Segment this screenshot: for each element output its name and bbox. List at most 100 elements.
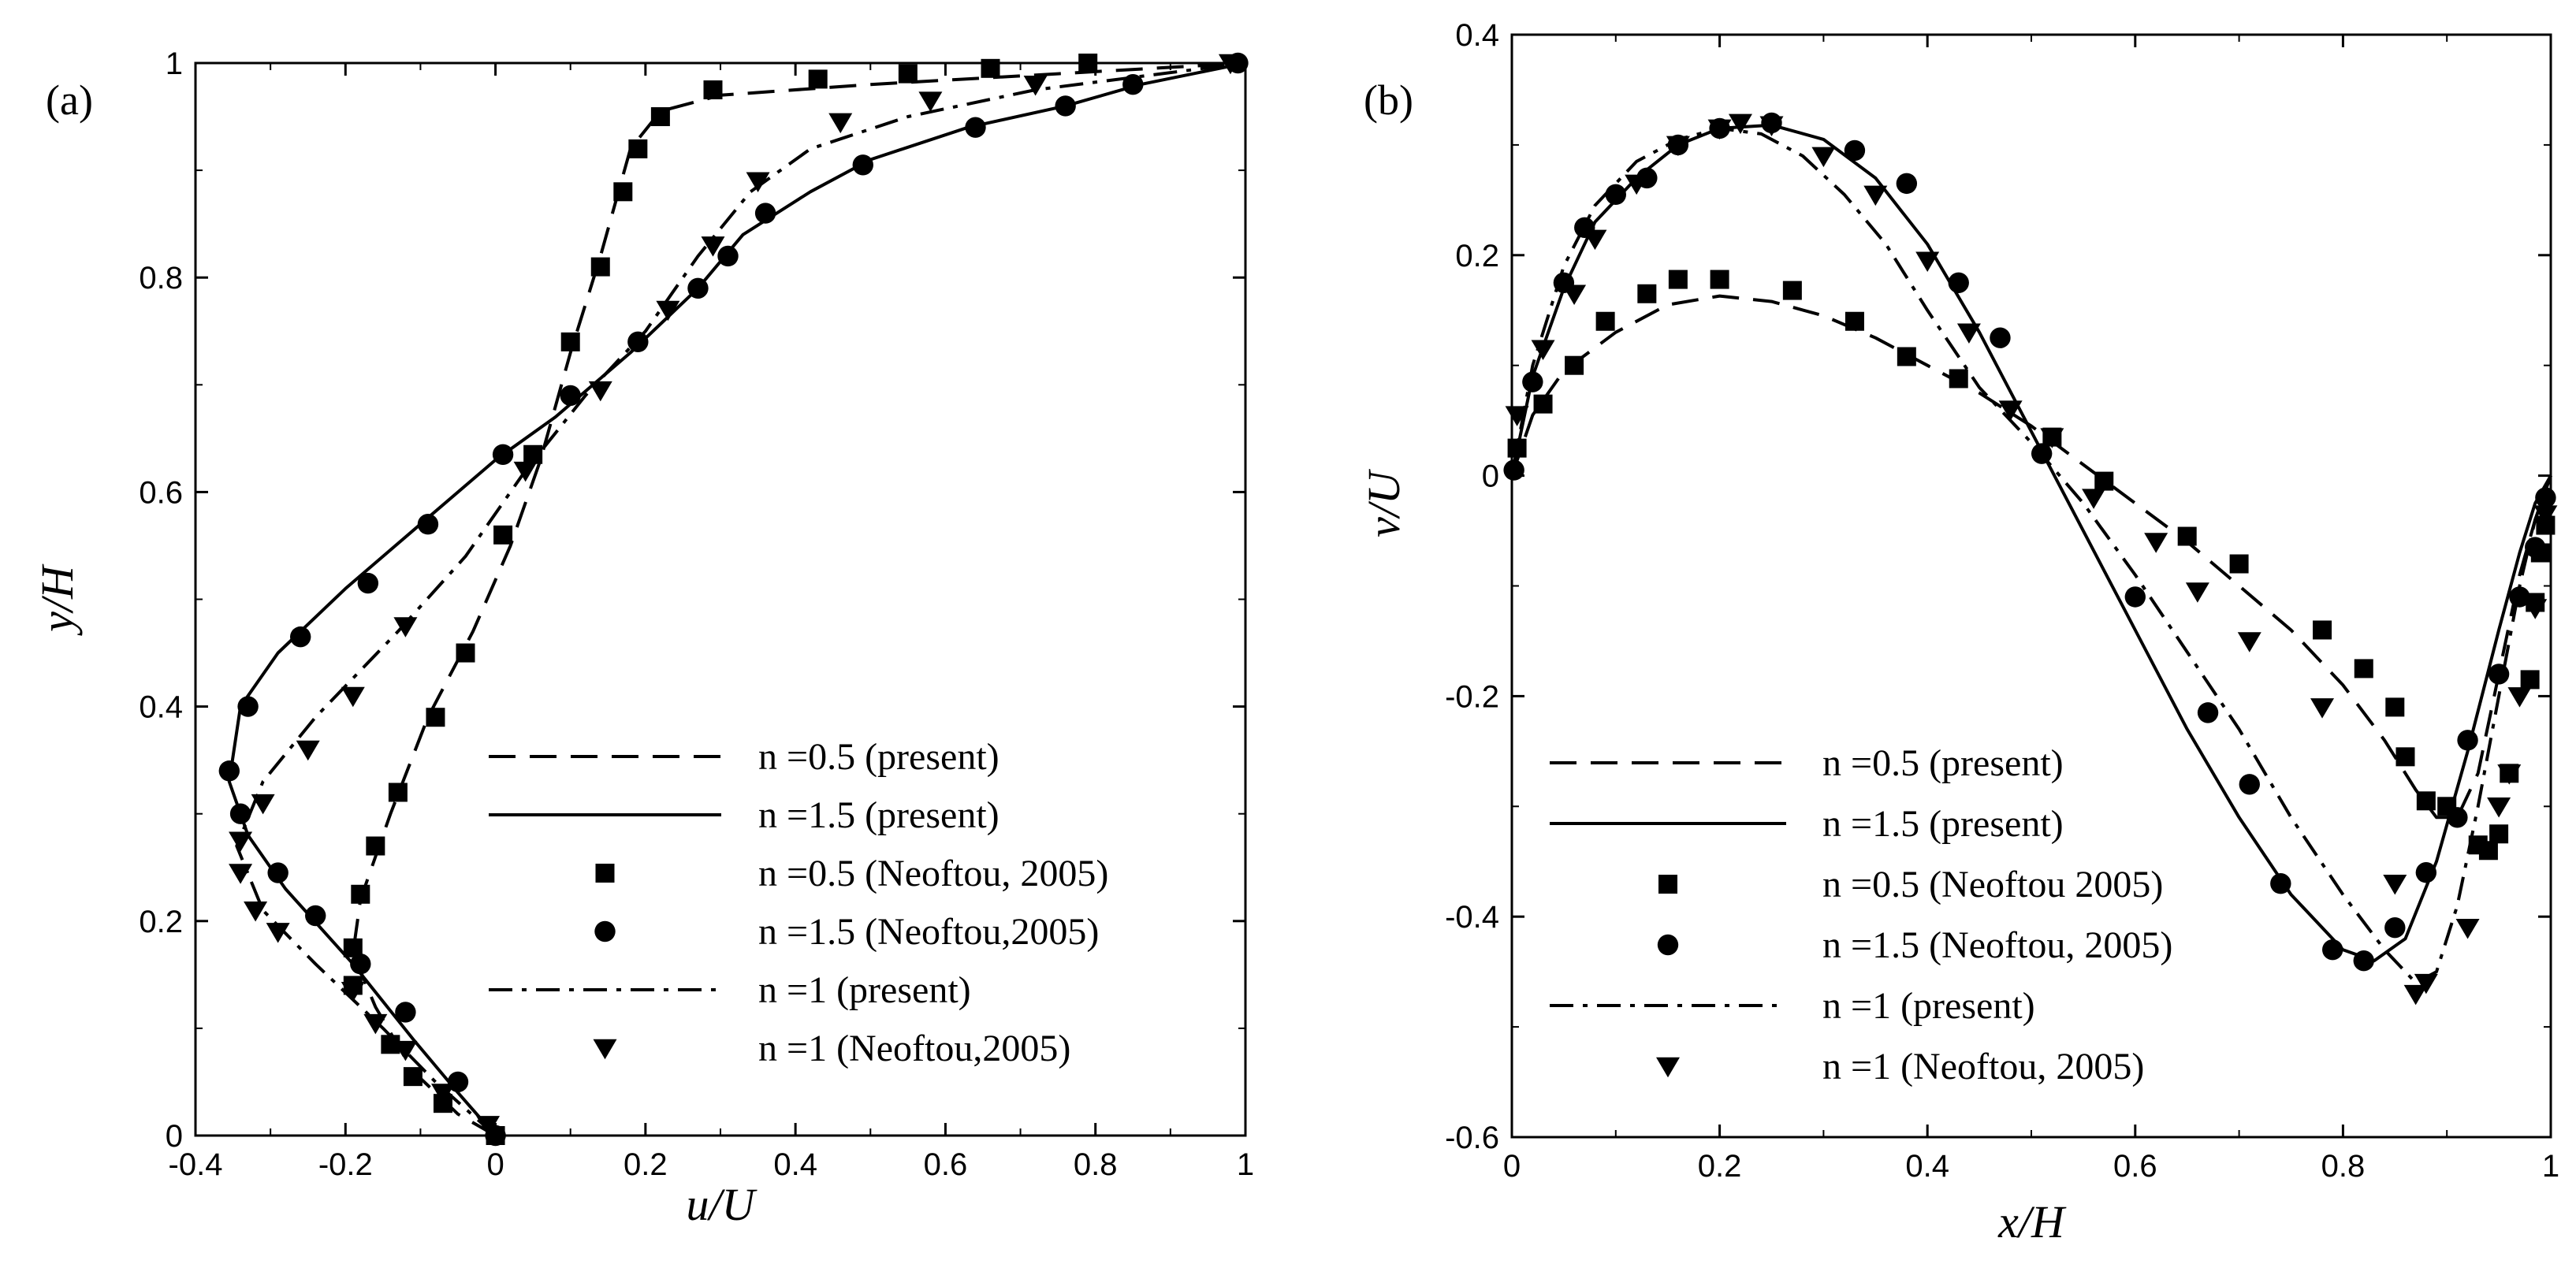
data-point-triangle-down xyxy=(1728,113,1752,135)
data-point-triangle-down xyxy=(1863,185,1888,206)
data-point-triangle-down xyxy=(1562,284,1587,306)
data-point-triangle-down xyxy=(2497,764,2522,785)
data-point-triangle-down xyxy=(393,1040,418,1061)
series-markers-triangle-down xyxy=(229,54,1242,1136)
data-point-triangle-down xyxy=(1505,406,1529,426)
data-point-circle xyxy=(305,905,326,927)
legend-marker-circle xyxy=(1657,934,1679,956)
data-point-triangle-down xyxy=(1218,54,1242,75)
data-point-triangle-down xyxy=(2185,582,2209,603)
data-point-square xyxy=(560,332,580,351)
data-point-square xyxy=(628,139,648,158)
x-tick-label: 0 xyxy=(486,1147,504,1182)
series-line-solid xyxy=(1510,123,2552,963)
data-point-circle xyxy=(2447,807,2468,828)
legend-marker-triangle-down xyxy=(593,1039,617,1060)
y-tick-label: 0.8 xyxy=(139,261,183,296)
data-point-square xyxy=(2416,791,2436,811)
legend-label: n =1 (Neoftou, 2005) xyxy=(1822,1046,2144,1087)
data-point-triangle-down xyxy=(2237,632,2261,652)
data-point-triangle-down xyxy=(828,113,853,134)
data-point-triangle-down xyxy=(229,831,253,852)
data-point-triangle-down xyxy=(1666,136,1690,157)
data-point-circle xyxy=(2239,774,2260,795)
legend-label: n =1 (Neoftou,2005) xyxy=(758,1028,1070,1069)
data-point-circle xyxy=(2270,873,2291,894)
legend-label: n =0.5 (present) xyxy=(758,736,1000,778)
data-point-square xyxy=(1533,394,1553,414)
data-point-square xyxy=(523,444,543,464)
legend-label: n =1.5 (Neoftou, 2005) xyxy=(1822,924,2172,966)
data-point-triangle-down xyxy=(1915,251,1940,273)
data-point-circle xyxy=(2384,916,2406,939)
data-point-square xyxy=(2177,526,2197,546)
y-tick-label: 0.2 xyxy=(139,905,183,939)
data-point-circle xyxy=(2525,537,2546,558)
data-point-circle xyxy=(1522,371,1543,392)
data-point-circle xyxy=(754,203,776,224)
data-point-circle xyxy=(1896,173,1918,195)
data-point-triangle-down xyxy=(2523,599,2548,619)
data-point-triangle-down xyxy=(1707,119,1732,140)
data-point-square xyxy=(1595,311,1615,331)
y-tick-label: 0 xyxy=(166,1119,183,1154)
x-tick-label: 0.4 xyxy=(773,1147,817,1182)
y-tick-label: 0.4 xyxy=(139,690,183,725)
data-point-circle xyxy=(267,862,288,883)
data-point-square xyxy=(590,257,610,277)
data-point-triangle-down xyxy=(2455,918,2480,939)
data-point-circle xyxy=(1055,95,1076,117)
data-point-triangle-down xyxy=(1023,75,1048,96)
x-tick-label: 0.8 xyxy=(2321,1149,2366,1184)
data-point-square xyxy=(366,836,385,856)
data-point-circle xyxy=(2535,487,2556,508)
data-point-triangle-down xyxy=(1811,147,1836,168)
y-tick-label: -0.2 xyxy=(1445,679,1499,714)
legend-label: n =1.5 (present) xyxy=(1822,803,2064,845)
data-point-square xyxy=(1565,355,1584,375)
data-point-triangle-down xyxy=(341,982,365,1002)
data-point-triangle-down xyxy=(1531,340,1555,360)
data-point-triangle-down xyxy=(1998,400,2023,421)
data-point-square xyxy=(613,182,633,202)
x-axis-title: x/H xyxy=(1997,1196,2067,1247)
data-point-triangle-down xyxy=(918,91,943,112)
legend-label: n =0.5 (Neoftou 2005) xyxy=(1822,864,2163,905)
data-point-triangle-down xyxy=(746,172,770,192)
data-point-circle xyxy=(2197,702,2219,723)
y-axis-title: v/U xyxy=(1358,468,1409,537)
data-point-circle xyxy=(560,385,581,407)
data-point-circle xyxy=(1122,74,1144,95)
legend-label: n =0.5 (Neoftou, 2005) xyxy=(758,853,1108,894)
data-point-triangle-down xyxy=(430,1084,455,1104)
data-point-circle xyxy=(417,514,439,535)
data-point-triangle-down xyxy=(656,300,680,322)
data-point-circle xyxy=(357,572,379,594)
series-line-dashed xyxy=(1510,294,2552,820)
data-point-square xyxy=(2094,471,2114,491)
data-point-triangle-down xyxy=(588,381,612,402)
data-point-triangle-down xyxy=(1625,174,1649,195)
y-tick-label: 0.6 xyxy=(139,475,183,510)
data-point-triangle-down xyxy=(2383,874,2407,895)
data-point-square xyxy=(1507,438,1527,458)
data-point-circle xyxy=(687,277,709,299)
data-point-square xyxy=(2385,697,2405,717)
legend-marker-square xyxy=(1658,875,1677,894)
data-point-square xyxy=(2478,841,2498,861)
y-axis-title: y/H xyxy=(32,563,83,636)
data-point-square xyxy=(1668,270,1688,289)
data-point-square xyxy=(808,69,828,89)
legend: n =0.5 (present) n =1.5 (present) n =0.5 (… xyxy=(1550,742,2172,1087)
data-point-circle xyxy=(290,626,311,648)
x-tick-label: 1 xyxy=(2542,1149,2559,1184)
data-point-square xyxy=(1897,347,1916,366)
legend-label: n =1.5 (present) xyxy=(758,794,1000,836)
data-point-triangle-down xyxy=(701,236,725,257)
legend-label: n =1 (present) xyxy=(758,969,971,1011)
data-point-circle xyxy=(218,760,240,782)
data-point-square xyxy=(2354,659,2373,678)
data-point-triangle-down xyxy=(1956,323,1981,344)
